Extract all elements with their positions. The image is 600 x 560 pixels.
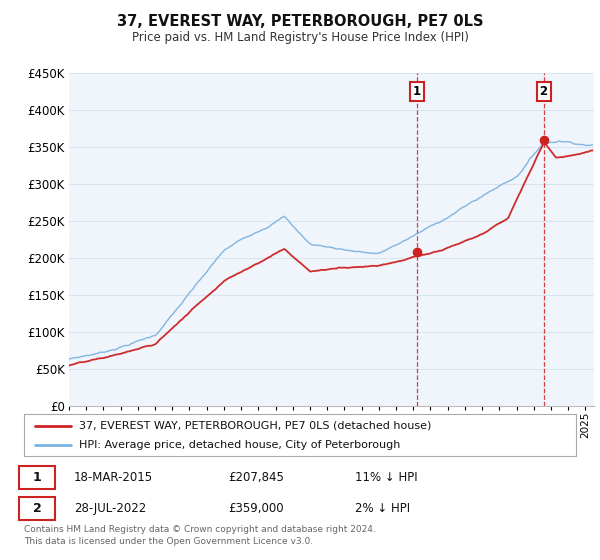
Text: Price paid vs. HM Land Registry's House Price Index (HPI): Price paid vs. HM Land Registry's House …	[131, 31, 469, 44]
Text: 1: 1	[413, 85, 421, 98]
Text: 2: 2	[32, 502, 41, 515]
Text: Contains HM Land Registry data © Crown copyright and database right 2024.
This d: Contains HM Land Registry data © Crown c…	[24, 525, 376, 546]
Text: £207,845: £207,845	[228, 471, 284, 484]
Text: 2: 2	[539, 85, 548, 98]
Text: £359,000: £359,000	[228, 502, 284, 515]
Text: 37, EVEREST WAY, PETERBOROUGH, PE7 0LS: 37, EVEREST WAY, PETERBOROUGH, PE7 0LS	[117, 14, 483, 29]
FancyBboxPatch shape	[19, 466, 55, 489]
Text: 28-JUL-2022: 28-JUL-2022	[74, 502, 146, 515]
Text: 37, EVEREST WAY, PETERBOROUGH, PE7 0LS (detached house): 37, EVEREST WAY, PETERBOROUGH, PE7 0LS (…	[79, 421, 431, 431]
Text: 18-MAR-2015: 18-MAR-2015	[74, 471, 153, 484]
Text: 2% ↓ HPI: 2% ↓ HPI	[355, 502, 410, 515]
Text: HPI: Average price, detached house, City of Peterborough: HPI: Average price, detached house, City…	[79, 440, 401, 450]
FancyBboxPatch shape	[19, 497, 55, 520]
Text: 11% ↓ HPI: 11% ↓ HPI	[355, 471, 418, 484]
Text: 1: 1	[32, 471, 41, 484]
